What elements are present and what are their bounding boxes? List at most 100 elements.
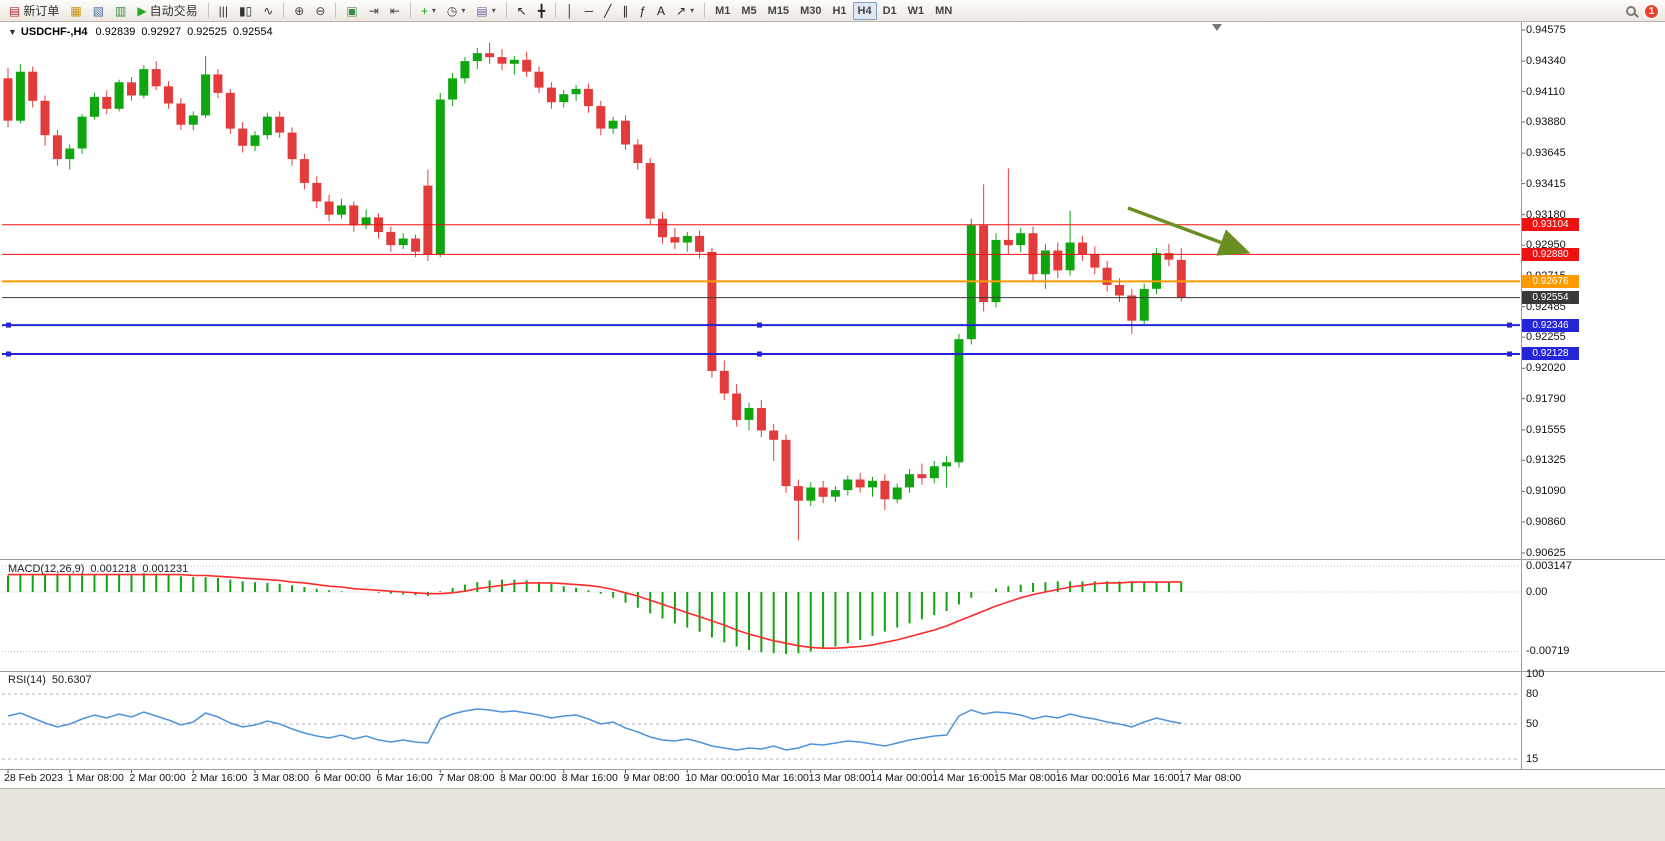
zoom-in-icon: ⊕ <box>294 3 305 18</box>
market-watch-button[interactable]: ▦ <box>65 2 86 20</box>
toolbar-separator <box>555 3 557 18</box>
timeframe-m30-button-label: M30 <box>800 4 822 17</box>
cursor-button[interactable]: ↖ <box>512 2 532 20</box>
zoom-out-icon: ⊖ <box>315 3 326 18</box>
candles-layer <box>3 42 1186 541</box>
vertical-line-button[interactable]: │ <box>561 2 579 20</box>
periods-button[interactable]: ◷ ▾ <box>442 2 471 20</box>
play-icon: ▶ <box>137 3 147 18</box>
tile-windows-icon: ▣ <box>346 3 358 18</box>
line-handle[interactable] <box>757 351 762 357</box>
timeframe-d1-button-label: D1 <box>882 4 897 17</box>
chart-title: ▼ USDCHF-,H4 0.92839 0.92927 0.92525 0.92554 <box>8 26 279 38</box>
vertical-line-icon: │ <box>566 3 574 18</box>
line-handle[interactable] <box>757 322 762 328</box>
ohlc-high: 0.92927 <box>141 26 182 38</box>
macd-signal-line <box>8 573 1182 650</box>
bar-chart-button[interactable]: ||| <box>214 2 233 20</box>
indicators-button[interactable]: + ▾ <box>416 2 441 20</box>
chart-shift-button[interactable]: ⇤ <box>385 2 405 20</box>
chart-shift-marker[interactable] <box>1212 24 1222 31</box>
toolbar-separator <box>335 3 337 18</box>
navigator-icon: ▧ <box>92 3 105 18</box>
timeframe-h1-button[interactable]: H1 <box>827 2 851 20</box>
clock-icon: ◷ <box>446 3 458 18</box>
timeframe-m1-button-label: M1 <box>715 4 731 17</box>
text-button[interactable]: A <box>652 2 670 20</box>
candles-icon: ▮▯ <box>239 3 253 18</box>
new-order-button-label: 新订单 <box>23 4 60 18</box>
rsi-value: 50.6307 <box>51 674 92 686</box>
toolbar-right: 1 <box>1626 0 1659 22</box>
trendline-icon: ╱ <box>604 3 612 18</box>
trendline-button[interactable]: ╱ <box>599 2 616 20</box>
timeframe-mn-button[interactable]: MN <box>930 2 957 20</box>
terminal-icon: ▥ <box>115 3 127 18</box>
timeframe-m15-button[interactable]: M15 <box>763 2 794 20</box>
line-handle[interactable] <box>1507 351 1512 357</box>
arrows-button[interactable]: ↗ ▾ <box>671 2 699 20</box>
line-handle[interactable] <box>1507 322 1512 328</box>
zoom-out-button[interactable]: ⊖ <box>310 2 330 20</box>
chart-collapse-icon[interactable]: ▼ <box>8 27 17 37</box>
chevron-down-icon: ▾ <box>491 6 496 15</box>
toolbar-separator <box>283 3 285 18</box>
auto-trading-button[interactable]: ▶ 自动交易 <box>132 2 202 20</box>
timeframe-h4-button[interactable]: H4 <box>852 1 877 20</box>
indicators-plus-icon: + <box>420 3 428 18</box>
search-icon[interactable] <box>1626 6 1636 16</box>
navigator-button[interactable]: ▧ <box>88 2 109 20</box>
timeframe-m5-button-label: M5 <box>741 4 757 17</box>
line-handle[interactable] <box>6 322 11 328</box>
macd-histogram <box>7 573 1183 654</box>
line-chart-button[interactable]: ∿ <box>258 2 278 20</box>
timeframe-w1-button-label: W1 <box>907 4 925 17</box>
horizontal-line-button[interactable]: ─ <box>580 2 599 20</box>
templates-button[interactable]: ▤ ▾ <box>471 2 500 20</box>
toolbar-separator <box>207 3 209 18</box>
bottom-strip <box>0 788 1665 841</box>
toolbar-separator <box>704 3 706 18</box>
ohlc-open: 0.92839 <box>95 26 136 38</box>
new-order-button[interactable]: ▤ 新订单 <box>4 2 64 20</box>
candlestick-chart-button[interactable]: ▮▯ <box>234 2 257 20</box>
macd-value-signal: 0.001231 <box>142 563 189 575</box>
terminal-button[interactable]: ▥ <box>110 2 131 20</box>
market-watch-icon: ▦ <box>70 3 82 18</box>
new-order-icon: ▤ <box>9 3 21 18</box>
timeframe-mn-button-label: MN <box>935 4 953 17</box>
chevron-down-icon: ▾ <box>461 6 466 15</box>
channel-button[interactable]: ∥ <box>617 2 633 20</box>
timeframe-d1-button[interactable]: D1 <box>878 2 902 20</box>
macd-value-main: 0.001218 <box>90 563 137 575</box>
chevron-down-icon: ▾ <box>690 6 695 15</box>
trend-arrow[interactable] <box>1127 206 1251 256</box>
template-icon: ▤ <box>476 3 488 18</box>
zoom-in-button[interactable]: ⊕ <box>289 2 309 20</box>
chevron-down-icon: ▾ <box>431 6 436 15</box>
cursor-icon: ↖ <box>516 3 527 18</box>
timeframe-m1-button[interactable]: M1 <box>710 2 735 20</box>
rsi-line <box>7 708 1182 751</box>
timeframe-h1-button-label: H1 <box>832 4 847 17</box>
notification-badge[interactable]: 1 <box>1644 3 1659 19</box>
timeframe-m30-button[interactable]: M30 <box>795 2 826 20</box>
fibonacci-button[interactable]: ƒ <box>634 2 651 20</box>
channel-icon: ∥ <box>622 3 629 18</box>
arrows-icon: ↗ <box>676 3 687 18</box>
macd-name: MACD(12,26,9) <box>8 563 85 575</box>
timeframe-w1-button[interactable]: W1 <box>903 2 930 20</box>
symbol-label: USDCHF-,H4 <box>20 26 88 38</box>
horizontal-line-icon: ─ <box>584 3 594 18</box>
tile-windows-button[interactable]: ▣ <box>341 2 362 20</box>
crosshair-button[interactable]: ╋ <box>533 2 550 20</box>
auto-scroll-button[interactable]: ⇥ <box>364 2 384 20</box>
text-icon: A <box>657 3 666 18</box>
line-handle[interactable] <box>6 351 11 357</box>
timeframe-m5-button[interactable]: M5 <box>736 2 761 20</box>
toolbar-separator <box>505 3 507 18</box>
macd-label: MACD(12,26,9) 0.001218 0.001231 <box>8 563 194 575</box>
